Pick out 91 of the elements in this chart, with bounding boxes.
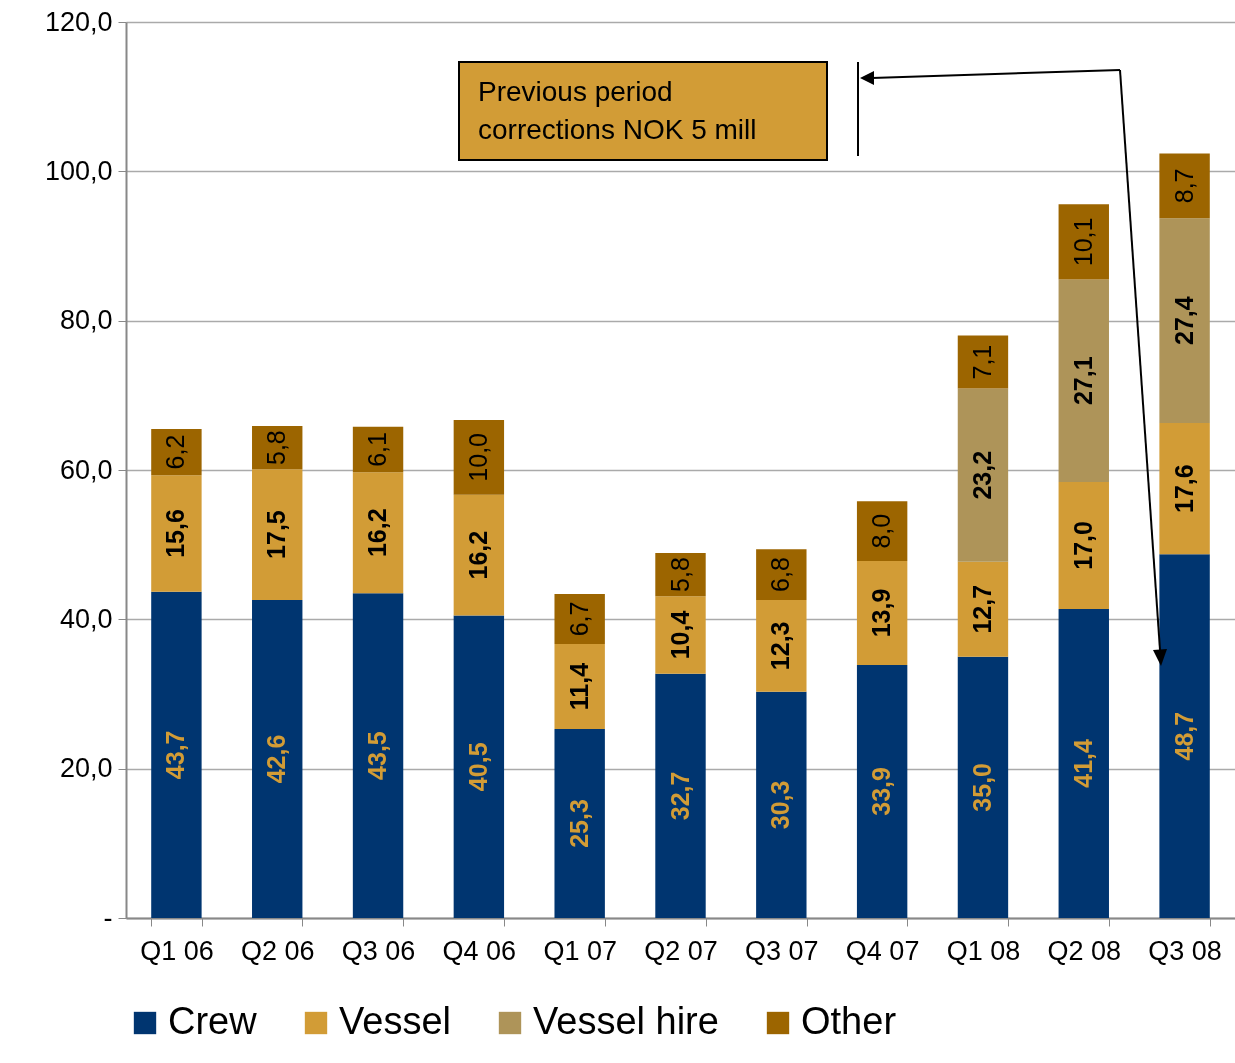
bar bbox=[655, 673, 706, 918]
data-label: 6,2 bbox=[161, 434, 190, 470]
bar bbox=[151, 591, 202, 918]
data-label: 10,1 bbox=[1068, 217, 1097, 267]
x-tick-label: Q1 08 bbox=[946, 935, 1021, 966]
data-label: 27,4 bbox=[1169, 296, 1198, 345]
data-label: 16,2 bbox=[463, 530, 492, 580]
bar bbox=[957, 335, 1009, 389]
data-label: 6,1 bbox=[363, 432, 392, 467]
note-box: Previous period corrections NOK 5 mill bbox=[458, 61, 828, 161]
data-label: 10,0 bbox=[463, 432, 492, 482]
data-label: 7,1 bbox=[967, 344, 996, 380]
y-tick-label: 100,0 bbox=[44, 155, 113, 186]
y-tick-label: 120,0 bbox=[44, 6, 113, 37]
x-tick-label: Q1 07 bbox=[543, 935, 617, 966]
legend-label: Crew bbox=[168, 1000, 258, 1042]
x-tick-label: Q2 06 bbox=[240, 935, 315, 966]
y-tick-label: - bbox=[103, 902, 113, 933]
data-label: 40,5 bbox=[463, 742, 492, 792]
x-tick-label: Q2 08 bbox=[1047, 935, 1122, 966]
bar bbox=[554, 729, 605, 918]
y-tick-label: 40,0 bbox=[59, 603, 113, 634]
bar bbox=[957, 561, 1009, 657]
data-label: 5,8 bbox=[665, 557, 694, 592]
y-tick-label: 80,0 bbox=[59, 305, 113, 336]
x-tick-label: Q4 06 bbox=[442, 935, 517, 966]
bar bbox=[1058, 279, 1109, 482]
data-label: 17,6 bbox=[1169, 464, 1198, 513]
bar bbox=[554, 643, 605, 730]
x-tick-label: Q3 06 bbox=[341, 935, 416, 966]
x-tick-label: Q4 07 bbox=[845, 935, 920, 966]
data-label: 5,8 bbox=[262, 430, 291, 465]
bar bbox=[957, 656, 1009, 918]
data-label: 25,3 bbox=[564, 799, 593, 848]
data-label: 27,1 bbox=[1068, 356, 1097, 406]
bar bbox=[1159, 422, 1210, 555]
bar bbox=[856, 501, 908, 562]
data-label: 23,2 bbox=[967, 450, 996, 500]
bar bbox=[756, 549, 807, 600]
data-label: 35,0 bbox=[967, 763, 996, 812]
data-label: 43,7 bbox=[161, 730, 190, 780]
data-label: 10,4 bbox=[665, 610, 694, 660]
data-label: 6,7 bbox=[564, 601, 593, 637]
x-tick-label: Q3 07 bbox=[745, 935, 819, 966]
legend-label: Vessel hire bbox=[533, 1000, 719, 1042]
x-tick-label: Q1 06 bbox=[140, 935, 214, 966]
bar bbox=[1058, 608, 1109, 918]
y-tick-label: 20,0 bbox=[59, 753, 113, 784]
bar bbox=[352, 472, 404, 594]
bar bbox=[252, 469, 303, 600]
data-label: 8,0 bbox=[867, 513, 896, 549]
y-tick-label: 60,0 bbox=[59, 454, 113, 485]
bar bbox=[756, 691, 807, 918]
data-label: 8,7 bbox=[1169, 168, 1198, 204]
data-label: 43,5 bbox=[363, 731, 392, 780]
bar bbox=[453, 615, 505, 918]
data-label: 13,9 bbox=[867, 588, 896, 638]
bar bbox=[957, 388, 1009, 562]
bar bbox=[151, 475, 202, 592]
data-label: 15,6 bbox=[161, 509, 190, 558]
bar bbox=[352, 593, 404, 918]
bar bbox=[856, 664, 908, 918]
data-label: 12,3 bbox=[766, 621, 795, 671]
legend-label: Other bbox=[801, 1000, 897, 1042]
data-label: 30,3 bbox=[766, 780, 795, 830]
x-tick-label: Q3 08 bbox=[1148, 935, 1222, 966]
bar bbox=[453, 419, 505, 495]
data-label: 41,4 bbox=[1068, 739, 1097, 788]
legend-label: Vessel bbox=[339, 1000, 451, 1042]
bar bbox=[1058, 481, 1109, 609]
bar bbox=[856, 561, 908, 665]
data-label: 42,6 bbox=[262, 734, 291, 784]
x-tick-label: Q2 07 bbox=[644, 935, 718, 966]
data-label: 11,4 bbox=[564, 662, 593, 711]
bar bbox=[1159, 218, 1210, 423]
bar bbox=[1159, 153, 1210, 219]
bar bbox=[554, 593, 605, 644]
data-label: 48,7 bbox=[1169, 711, 1198, 761]
data-label: 17,0 bbox=[1068, 521, 1097, 570]
data-label: 16,2 bbox=[363, 508, 392, 558]
bar bbox=[453, 494, 505, 616]
bar bbox=[1159, 554, 1210, 918]
data-label: 33,9 bbox=[867, 767, 896, 816]
bar bbox=[655, 596, 706, 674]
bar bbox=[1058, 204, 1109, 280]
data-label: 17,5 bbox=[262, 510, 291, 559]
bar bbox=[756, 599, 807, 692]
bar bbox=[252, 599, 303, 918]
data-label: 32,7 bbox=[665, 771, 694, 821]
data-label: 12,7 bbox=[967, 584, 996, 634]
data-label: 6,8 bbox=[766, 557, 795, 592]
